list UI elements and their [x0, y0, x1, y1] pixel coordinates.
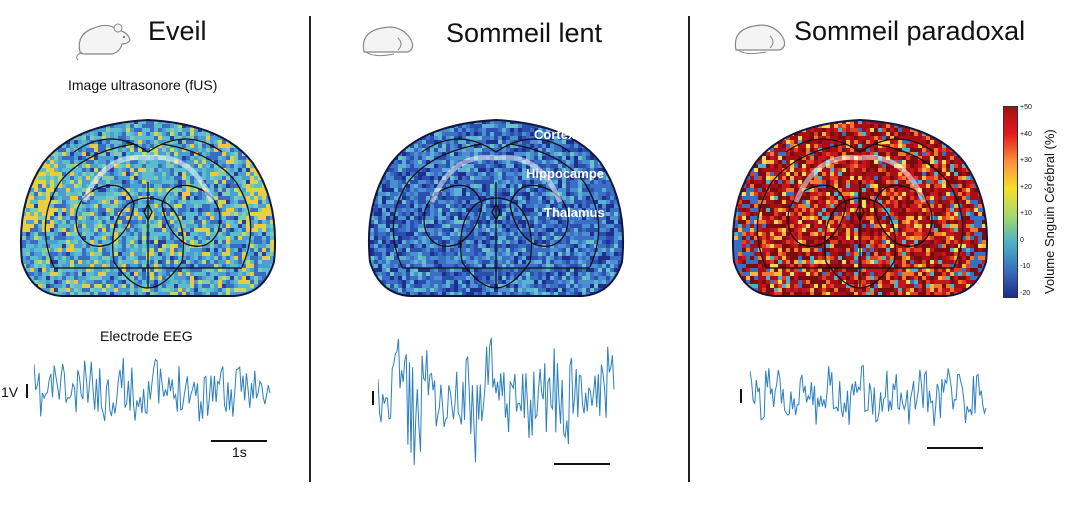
- panel-wake: Eveil Image ultrasonore (fUS) Electrode …: [0, 0, 310, 522]
- region-label-hippocampus: Hippocampe: [526, 166, 605, 181]
- time-scale-bar: [927, 447, 983, 449]
- eeg-trace: [378, 337, 615, 465]
- panel-title: Sommeil paradoxal: [794, 16, 1026, 46]
- colorbar: [1003, 106, 1018, 298]
- voltage-scale-bar: [740, 389, 742, 403]
- colorbar-tick-label: +20: [1020, 183, 1032, 191]
- region-label-cortex: Cortex: [534, 127, 576, 142]
- colorbar-tick-label: +50: [1020, 104, 1032, 111]
- eeg-title: Electrode EEG: [100, 328, 193, 344]
- eeg-trace: [34, 357, 271, 422]
- eeg-trace: [750, 364, 987, 426]
- panel-divider: [688, 16, 690, 482]
- voltage-scale-bar: [26, 384, 28, 398]
- fus-brain-map: [367, 118, 625, 297]
- colorbar-tick-label: -10: [1020, 263, 1031, 270]
- panel-title: Sommeil lent: [446, 18, 603, 48]
- time-scale-bar: [554, 463, 610, 465]
- colorbar-tick-label: -20: [1020, 289, 1031, 297]
- voltage-scale-label: 1V: [1, 384, 19, 400]
- colorbar-tick-label: +30: [1020, 157, 1032, 164]
- colorbar-tick-label: +40: [1020, 130, 1032, 138]
- colorbar-tick-label: +10: [1020, 210, 1032, 217]
- fus-brain-map: [731, 118, 989, 297]
- image-title: Image ultrasonore (fUS): [68, 77, 218, 93]
- voltage-scale-bar: [372, 391, 374, 405]
- panel-title: Eveil: [148, 16, 207, 46]
- sleeping-rat-icon: [362, 26, 414, 57]
- panel-paradoxical-sleep: Sommeil paradoxal +50 +40 +30 +20 +10 0 -10 -20…: [690, 0, 1080, 522]
- colorbar-tick-label: 0: [1020, 236, 1024, 244]
- fus-brain-map: [19, 118, 277, 297]
- region-label-thalamus: Thalamus: [544, 205, 605, 220]
- panel-slow-wave-sleep: Sommeil lent Cortex Hippocampe Thalamus: [310, 0, 688, 522]
- time-scale-label: 1s: [232, 444, 247, 460]
- sleeping-rat-icon: [734, 24, 786, 55]
- time-scale-bar: [211, 440, 267, 442]
- panel-divider: [309, 16, 311, 482]
- colorbar-title: Volume Snguin Cérébral (%): [1042, 129, 1057, 294]
- rat-icon: [76, 23, 131, 61]
